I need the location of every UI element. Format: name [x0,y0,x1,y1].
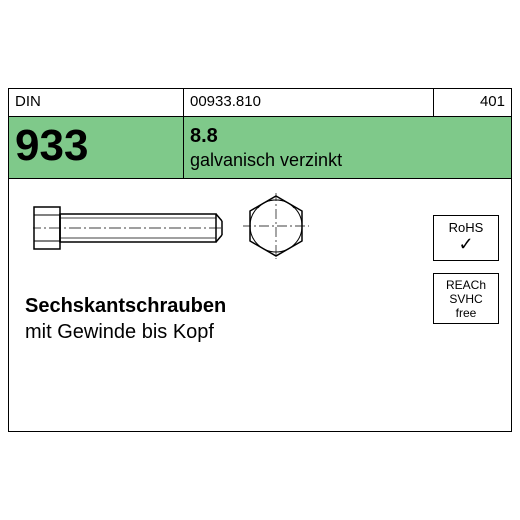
product-datasheet: DIN 00933.810 401 933 8.8 galvanisch ver… [8,88,512,432]
code-right: 401 [434,89,511,116]
title-row: 933 8.8 galvanisch verzinkt [9,117,511,179]
surface-finish: galvanisch verzinkt [190,150,505,171]
article-number: 00933.810 [184,89,434,116]
body-area: Sechskantschrauben mit Gewinde bis Kopf … [9,179,511,431]
bolt-hex-head-icon [243,193,309,259]
reach-badge: REACh SVHC free [433,273,499,324]
standard-label: DIN [9,89,184,116]
desc-line1: Sechskantschrauben [25,293,226,319]
bolt-side-view-icon [33,201,223,255]
reach-line1: REACh [436,278,496,292]
desc-line2: mit Gewinde bis Kopf [25,319,226,345]
strength-grade: 8.8 [190,125,505,148]
rohs-label: RoHS [436,220,496,235]
product-description: Sechskantschrauben mit Gewinde bis Kopf [25,293,226,345]
header-row: DIN 00933.810 401 [9,89,511,117]
din-number: 933 [9,117,184,178]
rohs-badge: RoHS ✓ [433,215,499,261]
reach-line3: free [436,306,496,320]
reach-line2: SVHC [436,292,496,306]
check-icon: ✓ [436,235,496,253]
spec-cell: 8.8 galvanisch verzinkt [184,117,511,178]
